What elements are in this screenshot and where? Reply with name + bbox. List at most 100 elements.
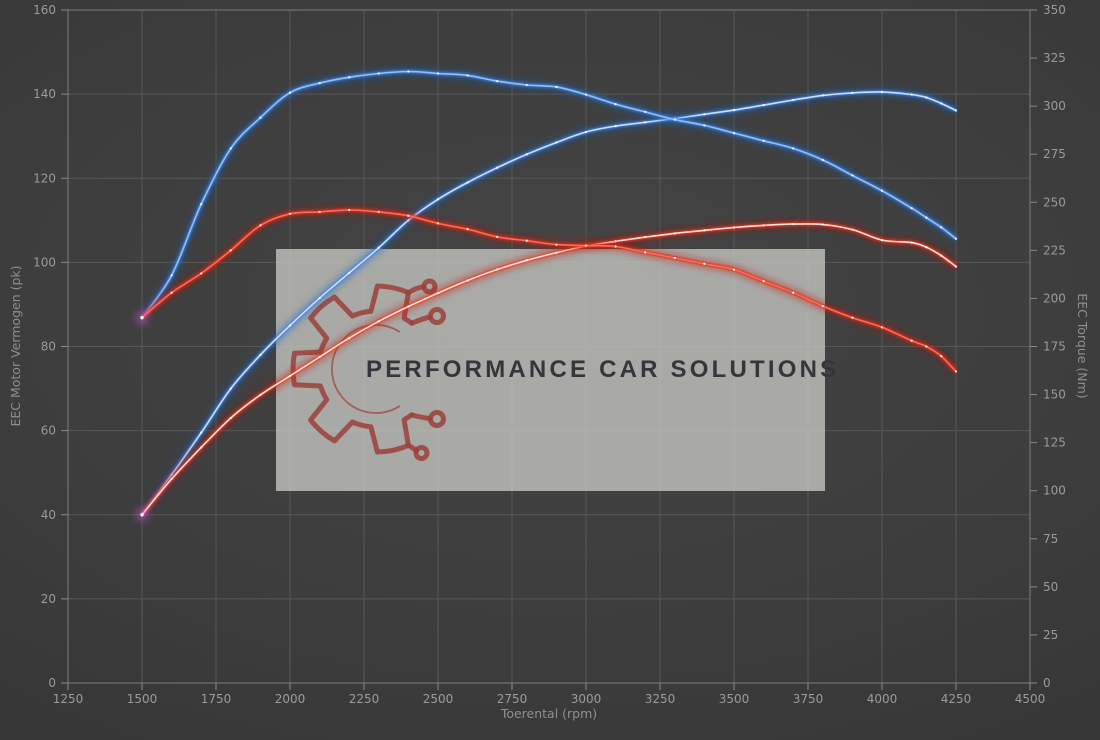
circuit-node [428,307,446,325]
data-point-dot [466,181,469,184]
data-point-dot [821,158,824,162]
dyno-curves [137,66,960,520]
data-point-dot [436,72,440,75]
right-tick-label: 300 [1043,99,1066,113]
data-point-dot [644,121,647,124]
data-point-dot [703,124,706,127]
left-tick-label: 80 [41,340,56,354]
data-point-dot [880,189,884,192]
right-tick-label: 25 [1043,628,1058,642]
data-point-dot [673,118,676,121]
watermark: PERFORMANCE CAR SOLUTIONS [276,249,839,491]
data-point-dot [614,103,617,106]
data-point-dot [318,296,321,300]
data-point-dot [436,198,440,201]
data-point-dot [525,153,528,156]
data-point-dot [821,304,824,308]
data-point-dot [555,243,558,246]
data-point-dot [644,251,647,254]
data-point-dot [703,262,706,265]
right-tick-label: 175 [1043,340,1066,354]
right-tick-label: 75 [1043,532,1058,546]
x-tick-label: 3250 [645,692,676,706]
right-tick-label: 325 [1043,51,1066,65]
data-point-dot [584,244,588,247]
data-point-dot [525,83,528,87]
data-point-dot [910,93,913,96]
right-tick-label: 350 [1043,3,1066,17]
data-point-dot [940,226,943,229]
data-point-dot [703,113,706,116]
data-point-dot [673,232,676,235]
data-point-dot [792,222,795,226]
left-tick-label: 60 [41,424,56,438]
data-point-dot [288,374,292,378]
data-point-dot [229,249,232,252]
data-point-dot [407,305,410,308]
axis-lines-and-ticks [61,9,1037,690]
data-point-dot [954,265,958,268]
data-point-dot [821,94,824,97]
curve-torque-tuned [141,70,957,319]
data-point-dot [732,131,736,135]
data-point-dot [259,393,262,397]
x-tick-label: 4250 [941,692,972,706]
data-point-dot [288,324,292,327]
data-point-dot [880,238,884,242]
data-point-dot [762,279,765,283]
data-point-dot [925,216,928,219]
right-tick-label: 100 [1043,484,1066,498]
data-point-dot [584,130,588,134]
circuit-node [413,445,430,461]
data-point-dot [954,370,958,373]
data-point-dot [940,254,943,257]
data-point-dot [318,81,321,85]
data-point-dot [229,147,232,150]
x-tick-label: 1250 [53,692,84,706]
data-point-dot [614,124,617,128]
data-point-dot [259,224,262,227]
data-point-dot [555,85,558,89]
data-point-dot [584,93,588,96]
data-point-dot [954,237,958,240]
data-point-dot [732,108,736,112]
left-tick-label: 120 [33,171,56,185]
data-point-dot [318,355,321,359]
data-point-dot [792,291,795,294]
data-point-dot [925,246,928,249]
watermark-text: PERFORMANCE CAR SOLUTIONS [366,356,839,383]
right-tick-label: 50 [1043,580,1058,594]
data-point-dot [377,320,380,323]
x-tick-label: 2750 [497,692,528,706]
data-point-dot [910,339,913,342]
x-tick-label: 1750 [201,692,232,706]
data-point-dot [466,74,469,77]
run-start-marker [140,513,144,517]
curve-vermogen-tuned [141,91,957,516]
data-point-dot [925,96,928,99]
data-point-dot [348,271,351,275]
data-point-dot [496,235,499,239]
x-tick-label: 4000 [867,692,898,706]
data-point-dot [644,110,647,114]
right-tick-label: 250 [1043,195,1066,209]
x-tick-label: 2000 [275,692,306,706]
left-tick-label: 0 [48,676,56,690]
data-point-dot [910,206,913,210]
data-point-dot [762,139,765,142]
data-point-dot [732,226,736,229]
x-axis-title: Toerental (rpm) [500,706,597,721]
data-point-dot [880,90,884,94]
data-point-dot [732,268,736,271]
left-axis-title: EEC Motor Vermogen (pk) [8,265,23,426]
run-start-marker [140,315,144,320]
data-point-dot [170,274,173,277]
data-point-dot [436,291,440,295]
left-tick-label: 160 [33,3,56,17]
data-point-dot [792,98,795,102]
tick-labels: 0 20 40 60 80 100 120 140 160 0 25 50 75 100 125 150 175… [33,3,1066,706]
data-point-dot [762,103,765,107]
data-point-dot [466,228,469,231]
data-point-dot [318,210,321,214]
